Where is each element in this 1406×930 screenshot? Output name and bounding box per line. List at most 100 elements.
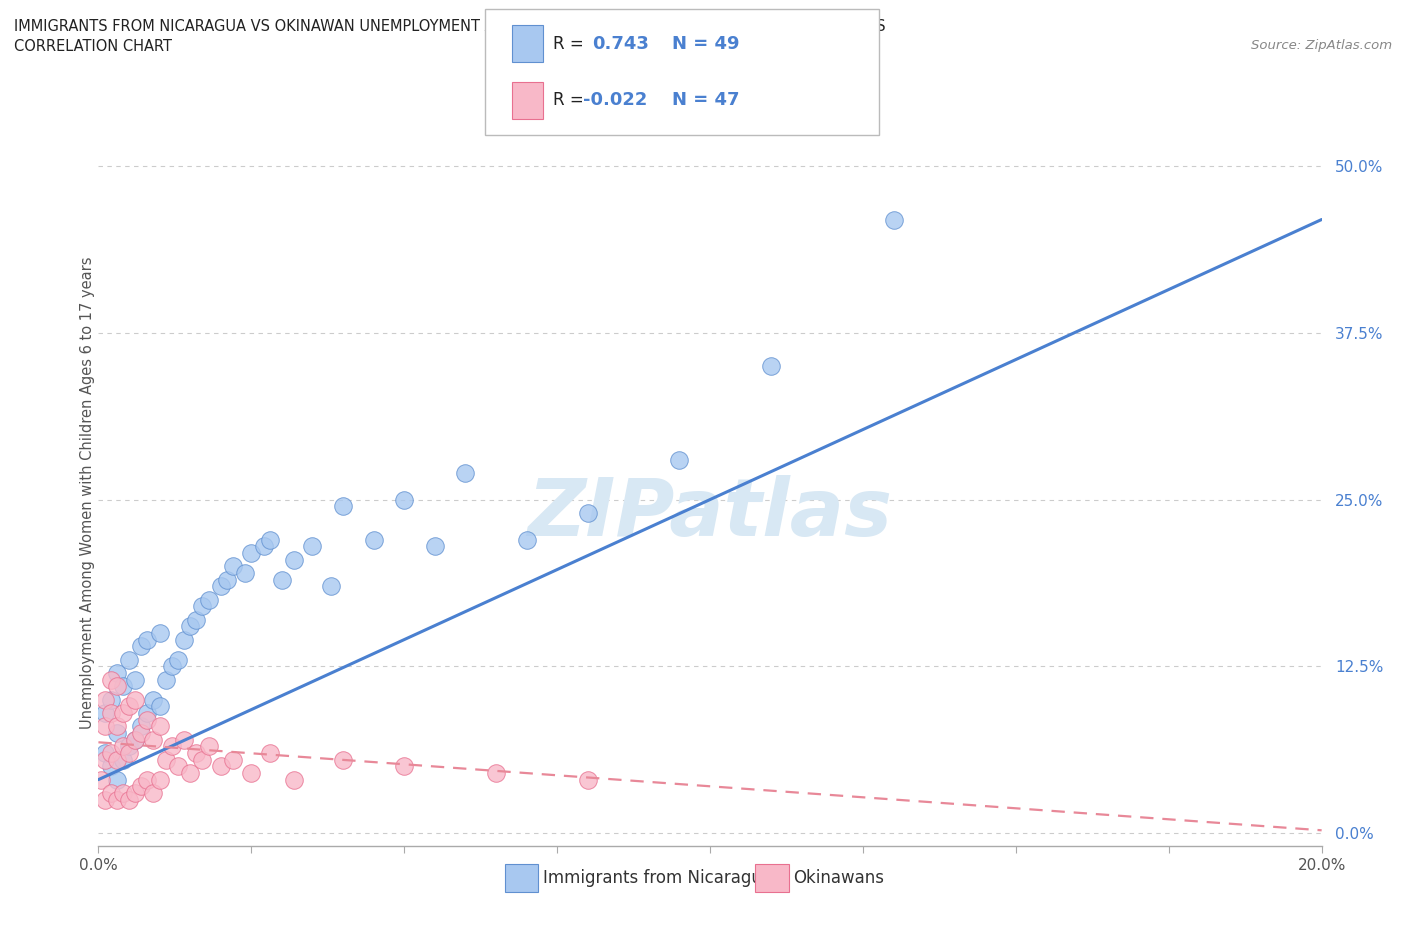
Point	[197, 592, 219, 607]
Text: Okinawans: Okinawans	[793, 869, 884, 887]
Point	[222, 559, 245, 574]
Text: N = 47: N = 47	[672, 91, 740, 110]
Point	[100, 786, 122, 801]
Text: CORRELATION CHART: CORRELATION CHART	[14, 39, 172, 54]
Point	[124, 732, 146, 747]
Point	[105, 752, 128, 767]
Point	[136, 706, 159, 721]
Point	[173, 732, 195, 747]
Point	[129, 725, 152, 740]
Point	[118, 652, 141, 667]
Point	[392, 492, 416, 507]
Point	[215, 572, 238, 587]
Point	[191, 752, 214, 767]
Point	[93, 719, 115, 734]
Point	[100, 692, 122, 707]
Point	[105, 719, 128, 734]
Point	[179, 765, 201, 780]
Point	[160, 658, 183, 673]
Point	[105, 666, 128, 681]
Point	[149, 698, 172, 713]
Point	[155, 752, 177, 767]
Point	[111, 706, 134, 721]
Point	[124, 692, 146, 707]
Point	[191, 599, 214, 614]
Point	[392, 759, 416, 774]
Point	[186, 612, 208, 627]
Text: R =: R =	[553, 91, 583, 110]
Point	[100, 746, 122, 761]
Point	[160, 738, 183, 753]
Text: -0.022: -0.022	[583, 91, 648, 110]
Point	[136, 712, 159, 727]
Point	[105, 725, 128, 740]
Point	[179, 618, 201, 633]
Point	[129, 719, 152, 734]
Point	[668, 452, 690, 467]
Point	[93, 792, 115, 807]
Point	[118, 698, 141, 713]
Point	[100, 672, 122, 687]
Text: Source: ZipAtlas.com: Source: ZipAtlas.com	[1251, 39, 1392, 52]
Point	[167, 652, 190, 667]
Point	[167, 759, 190, 774]
Point	[149, 719, 172, 734]
Point	[485, 765, 508, 780]
Point	[155, 672, 177, 687]
Point	[516, 532, 538, 547]
Point	[142, 732, 165, 747]
Point	[129, 639, 152, 654]
Point	[252, 538, 274, 553]
Point	[93, 692, 115, 707]
Point	[319, 578, 342, 593]
Point	[111, 786, 134, 801]
Point	[142, 692, 165, 707]
Point	[363, 532, 385, 547]
Point	[240, 546, 263, 561]
Point	[197, 738, 219, 753]
Point	[270, 572, 292, 587]
Point	[111, 738, 134, 753]
Point	[233, 565, 256, 580]
Point	[759, 359, 782, 374]
Point	[124, 732, 146, 747]
Point	[100, 759, 122, 774]
Point	[111, 752, 134, 767]
Point	[105, 792, 128, 807]
Point	[105, 679, 128, 694]
Point	[332, 752, 354, 767]
Text: IMMIGRANTS FROM NICARAGUA VS OKINAWAN UNEMPLOYMENT AMONG WOMEN WITH CHILDREN AGE: IMMIGRANTS FROM NICARAGUA VS OKINAWAN UN…	[14, 19, 886, 33]
Point	[259, 532, 281, 547]
Point	[100, 706, 122, 721]
Text: Immigrants from Nicaragua: Immigrants from Nicaragua	[543, 869, 772, 887]
Point	[173, 632, 195, 647]
Point	[209, 578, 232, 593]
Point	[90, 772, 112, 787]
Point	[118, 792, 141, 807]
Point	[136, 632, 159, 647]
Point	[111, 679, 134, 694]
Point	[301, 538, 323, 553]
Point	[124, 672, 146, 687]
Point	[149, 626, 172, 641]
Point	[576, 506, 599, 521]
Point	[883, 212, 905, 227]
Point	[186, 746, 208, 761]
Text: ZIPatlas: ZIPatlas	[527, 475, 893, 553]
Point	[118, 746, 141, 761]
Point	[259, 746, 281, 761]
Point	[124, 786, 146, 801]
Point	[332, 498, 354, 513]
Y-axis label: Unemployment Among Women with Children Ages 6 to 17 years: Unemployment Among Women with Children A…	[80, 257, 94, 729]
Point	[136, 772, 159, 787]
Point	[576, 772, 599, 787]
Text: N = 49: N = 49	[672, 34, 740, 53]
Point	[149, 772, 172, 787]
Point	[142, 786, 165, 801]
Point	[93, 706, 115, 721]
Point	[240, 765, 263, 780]
Point	[283, 772, 305, 787]
Text: R =: R =	[553, 34, 583, 53]
Point	[423, 538, 446, 553]
Text: 0.743: 0.743	[592, 34, 648, 53]
